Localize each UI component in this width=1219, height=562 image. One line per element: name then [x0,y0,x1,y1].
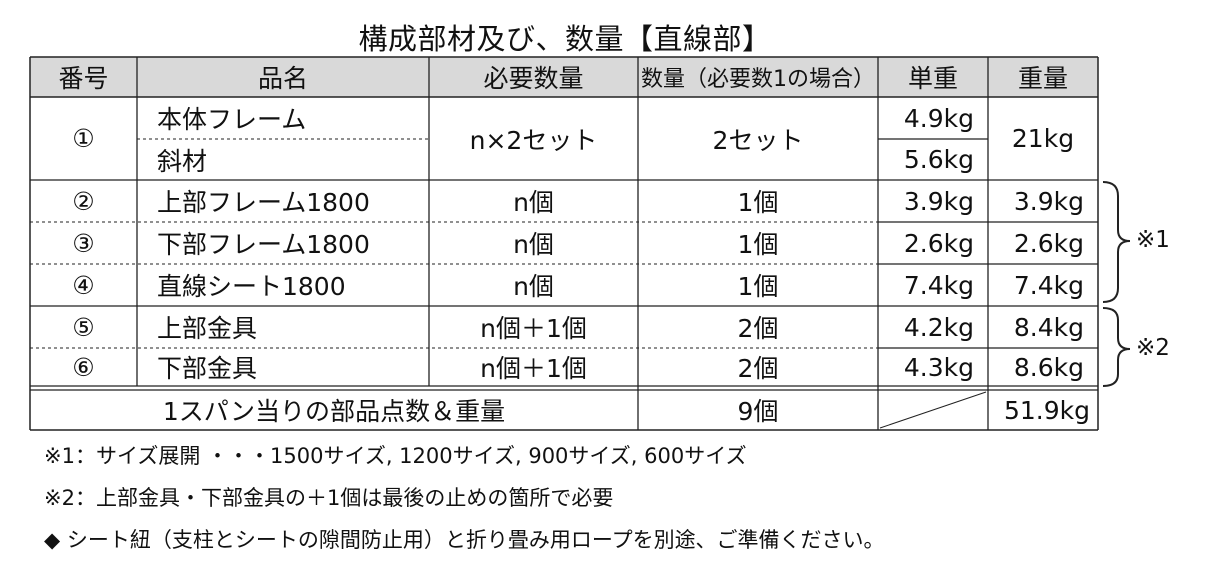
row-3-name: 下部フレーム1800 [157,230,370,259]
row-6-name: 下部金具 [157,354,258,383]
note-1: ※1：サイズ展開 ・・・1500サイズ, 1200サイズ, 900サイズ, 60… [44,444,747,468]
bracket-label-1: ※1 [1136,227,1170,253]
row-1-unit-weight: 4.9kg [903,103,974,133]
row-6-required-qty: n個＋1個 [480,354,587,383]
row-3-qty: 1個 [737,230,779,259]
row-4-qty: 1個 [737,272,779,301]
row-5-qty: 2個 [737,314,779,343]
row-3-unit-weight: 2.6kg [903,228,974,258]
row-4-required-qty: n個 [513,272,554,301]
header-unit-weight: 単重 [878,57,988,97]
row-6-qty: 2個 [737,354,779,383]
row-2-name: 上部フレーム1800 [157,188,370,217]
row-5-no: ⑤ [72,312,95,342]
row-6-weight: 8.6kg [1013,352,1084,382]
bracket-label-2: ※2 [1136,335,1170,361]
row-1b-unit-weight: 5.6kg [903,145,974,174]
header-no: 番号 [30,57,137,97]
row-1b-name: 斜材 [157,146,208,176]
row-1-no: ① [72,124,95,153]
table-title: 構成部材及び、数量【直線部】 [358,22,772,56]
row-2-unit-weight: 3.9kg [903,186,974,216]
row-3-weight: 2.6kg [1013,228,1084,258]
note-3: ◆ シート紐（支柱とシートの隙間防止用）と折り畳み用ロープを別途、ご準備ください… [44,528,885,552]
row-1-qty: 2セット [712,125,804,155]
total-weight: 51.9kg [1003,395,1090,425]
row-1-weight: 21kg [1011,124,1075,153]
row-4-weight: 7.4kg [1013,270,1084,300]
row-3-no: ③ [72,228,95,258]
note-2: ※2：上部金具・下部金具の＋1個は最後の止めの箇所で必要 [44,486,614,510]
row-1-name: 本体フレーム [157,105,307,134]
row-3-required-qty: n個 [513,230,554,259]
header-required-qty: 必要数量 [429,57,638,97]
row-1-required-qty: n×2セット [469,125,598,155]
header-name: 品名 [137,57,429,97]
row-2-no: ② [72,186,95,216]
header-weight: 重量 [988,57,1098,97]
row-2-weight: 3.9kg [1013,186,1084,216]
row-6-unit-weight: 4.3kg [903,352,974,382]
total-qty: 9個 [737,397,779,426]
total-label: 1スパン当りの部品点数＆重量 [162,397,506,426]
row-4-name: 直線シート1800 [157,272,346,301]
row-5-weight: 8.4kg [1013,312,1084,342]
row-5-name: 上部金具 [157,314,258,343]
row-4-unit-weight: 7.4kg [903,270,974,300]
header-qty-n1: 数量（必要数1の場合） [638,57,878,97]
row-4-no: ④ [72,270,95,300]
row-2-required-qty: n個 [513,188,554,217]
row-6-no: ⑥ [72,352,95,382]
row-5-unit-weight: 4.2kg [903,312,974,342]
row-5-required-qty: n個＋1個 [480,314,587,343]
row-2-qty: 1個 [737,188,779,217]
